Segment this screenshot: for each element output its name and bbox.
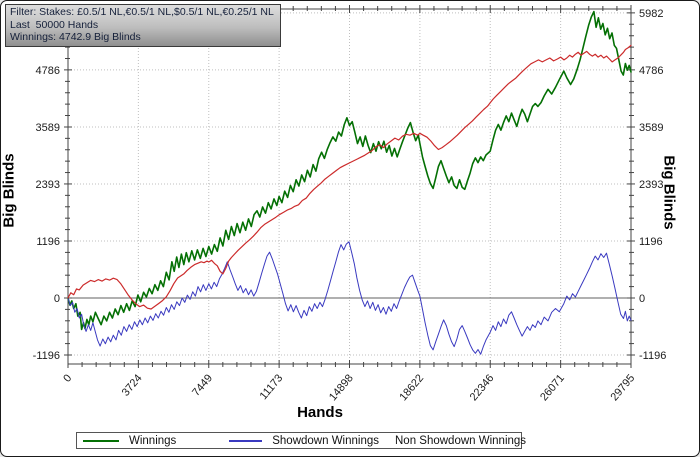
y-axis-label-right: Big Blinds <box>660 155 678 230</box>
y-tick-label-right: 0 <box>639 293 645 305</box>
y-tick-label-right: 2393 <box>639 179 663 191</box>
y-axis-label-left: Big Blinds <box>0 153 18 228</box>
x-tick-label: 11173 <box>258 372 286 402</box>
x-tick-label: 7449 <box>190 372 215 398</box>
legend-item-winnings: Winnings <box>77 433 223 448</box>
filter-stakes-text: Filter: Stakes: £0.5/1 NL,€0.5/1 NL,$0.5… <box>10 6 274 18</box>
series-line-winnings <box>67 10 632 331</box>
x-tick-label: 0 <box>61 372 74 384</box>
y-tick-label-right: -1196 <box>639 350 666 362</box>
legend-line-swatch <box>83 439 119 442</box>
legend-item-showdown-winnings: Showdown Winnings <box>223 433 379 448</box>
y-tick-label-left: 0 <box>54 293 60 305</box>
legend-item-non-showdown-winnings: Non Showdown Winnings <box>379 433 526 448</box>
y-tick-label-left: 2393 <box>36 179 60 191</box>
chart-legend: Winnings Showdown Winnings Non Showdown Wi… <box>76 432 526 449</box>
y-tick-label-right: 5982 <box>639 8 663 20</box>
x-tick-label: 26071 <box>538 372 567 403</box>
x-tick-label: 3724 <box>120 372 145 398</box>
y-tick-label-right: 1196 <box>639 236 663 248</box>
legend-item-label: Winnings <box>129 434 177 447</box>
y-tick-label-left: 4786 <box>36 65 60 77</box>
y-tick-label-right: 3589 <box>639 122 663 134</box>
y-tick-label-left: 1196 <box>36 236 60 248</box>
legend-item-label: Showdown Winnings <box>272 434 379 447</box>
series-line-non-showdown-winnings <box>67 44 632 310</box>
x-tick-label: 22346 <box>468 372 497 403</box>
filter-hands-text: Last 50000 Hands <box>10 18 99 31</box>
x-tick-label: 14898 <box>327 372 356 403</box>
series-line-showdown-winnings <box>67 241 632 355</box>
filter-info-box: Filter: Stakes: £0.5/1 NL,€0.5/1 NL,$0.5… <box>5 4 281 47</box>
x-tick-label: 29795 <box>608 372 637 403</box>
legend-line-swatch <box>229 439 263 442</box>
x-axis-label: Hands <box>297 404 343 421</box>
y-tick-label-right: 4786 <box>639 65 663 77</box>
filter-winnings-text: Winnings: 4742.9 Big Blinds <box>10 31 141 43</box>
y-tick-label-left: -1196 <box>33 350 60 362</box>
y-tick-label-left: 3589 <box>36 122 60 134</box>
legend-item-label: Non Showdown Winnings <box>395 434 527 447</box>
x-tick-label: 18622 <box>397 372 426 403</box>
